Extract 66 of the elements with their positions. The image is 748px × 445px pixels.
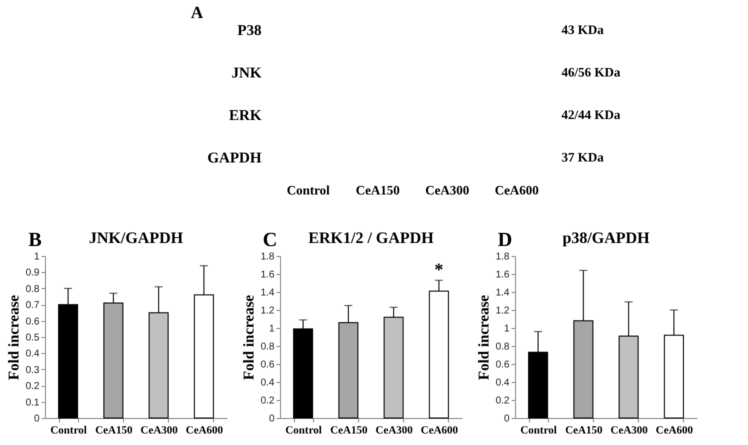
y-tick-label: 0.6: [26, 316, 40, 328]
text: D: [498, 229, 512, 251]
y-tick-label: 1.4: [496, 288, 510, 298]
y-tick-label: 1: [34, 252, 40, 262]
text: A: [190, 3, 204, 22]
y-tick-label: 0.8: [260, 342, 275, 352]
category-label: 37 KDa: [562, 149, 604, 164]
category-label: JNK: [232, 65, 262, 82]
x-tick-label: CeA150: [565, 424, 603, 436]
y-tick-label: 0.1: [26, 397, 40, 408]
category-label: ERK: [228, 108, 262, 124]
category-label: Control: [286, 182, 330, 198]
y-tick-label: 1.4: [260, 288, 275, 298]
y-tick-label: 0.6: [496, 360, 510, 370]
x-tick-label: CeA150: [330, 424, 368, 436]
y-tick-label: 1: [504, 324, 510, 334]
y-tick-label: 0.7: [26, 300, 40, 312]
category-label: 46/56 KDa: [562, 64, 620, 80]
category-label: CeA150: [356, 182, 400, 198]
y-tick-label: 0: [504, 414, 510, 424]
y-tick-label: 0.8: [26, 284, 40, 295]
y-tick-label: 1.8: [496, 252, 510, 262]
y-tick-label: 0.9: [26, 268, 40, 279]
y-tick-label: 0: [34, 414, 40, 424]
y-tick-label: 0.6: [260, 360, 275, 370]
y-tick-label: 0.3: [26, 364, 40, 376]
x-tick-label: CeA600: [656, 424, 694, 436]
y-tick-label: 0.4: [496, 378, 510, 388]
y-tick-label: 0.2: [496, 396, 510, 406]
y-tick-label: 1.8: [260, 252, 275, 262]
y-tick-label: 0.8: [496, 342, 510, 352]
x-tick-label: CeA300: [375, 424, 414, 436]
y-tick-label: 1.6: [260, 270, 275, 280]
y-tick-label: 0.2: [26, 381, 40, 392]
y-axis-title: Fold increase: [6, 294, 23, 380]
category-label: CeA300: [425, 182, 470, 198]
x-tick-label: CeA600: [186, 424, 224, 436]
x-tick-label: Control: [285, 424, 322, 436]
category-label: 43 KDa: [562, 22, 604, 37]
x-tick-label: CeA600: [420, 424, 459, 436]
x-tick-label: Control: [50, 424, 87, 436]
y-axis-title: Fold increase: [242, 294, 258, 380]
x-tick-label: CeA300: [610, 424, 648, 436]
y-tick-label: 1.2: [496, 306, 510, 316]
y-tick-label: 0.5: [26, 332, 40, 344]
category-label: 42/44 KDa: [562, 106, 620, 122]
text: C: [262, 229, 278, 251]
y-tick-label: 0.4: [26, 348, 40, 360]
category-label: GAPDH: [207, 150, 262, 166]
y-tick-label: 0.4: [260, 378, 275, 388]
y-tick-label: 0.2: [260, 396, 275, 406]
x-tick-label: CeA300: [140, 424, 178, 436]
chart-title: p38/GAPDH: [562, 230, 650, 247]
x-tick-label: CeA150: [95, 424, 133, 436]
x-tick-label: Control: [520, 424, 557, 436]
category-label: CeA600: [494, 182, 539, 198]
chart-title: ERK1/2 / GAPDH: [308, 230, 434, 247]
y-tick-label: 1.6: [496, 270, 510, 280]
y-tick-label: 0: [268, 414, 275, 424]
y-axis-title: Fold increase: [476, 294, 493, 380]
text: B: [28, 229, 42, 251]
y-tick-label: 1.2: [260, 306, 275, 316]
y-tick-label: 1: [268, 324, 275, 334]
category-label: P38: [237, 22, 262, 39]
annotation: *: [434, 259, 444, 280]
chart-title: JNK/GAPDH: [88, 230, 184, 247]
